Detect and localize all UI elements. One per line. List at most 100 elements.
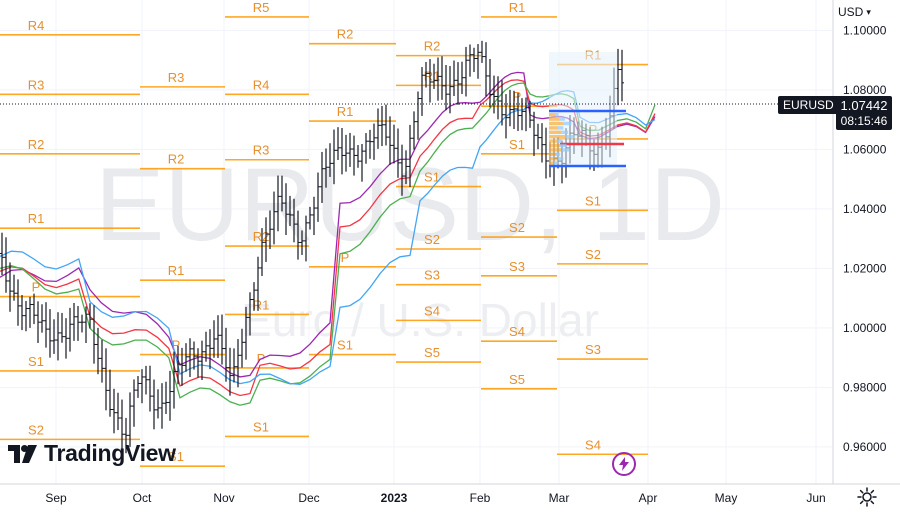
time-tick-label: Sep: [45, 491, 67, 505]
volume-profile-bar: [549, 135, 565, 139]
pivot-label: S1: [337, 338, 353, 353]
price-bars: [0, 40, 624, 454]
bar-countdown: 08:15:46: [840, 114, 888, 128]
volume-profile-bar: [549, 113, 555, 117]
volume-profile-bar: [549, 117, 559, 121]
time-tick-label: Dec: [298, 491, 319, 505]
grid: [0, 0, 832, 484]
pivot-label: R4: [28, 18, 45, 33]
pivot-label: R1: [509, 0, 526, 15]
volume-profile-bar: [557, 139, 562, 143]
time-tick-label: Feb: [470, 491, 491, 505]
pivot-label: S2: [509, 220, 525, 235]
pivot-label: R2: [253, 229, 270, 244]
volume-profile-bar: [549, 148, 562, 152]
pivot-label: S1: [585, 193, 601, 208]
price-tick-label: 1.10000: [843, 23, 887, 37]
range-overlay: [549, 52, 626, 168]
currency-label: USD: [838, 5, 864, 19]
logo-text: TradingView: [44, 440, 176, 466]
pivot-label: P: [172, 338, 181, 353]
price-tick-label: 1.02000: [843, 261, 887, 275]
price-tick-label: 1.04000: [843, 202, 887, 216]
volume-profile-bar: [549, 130, 561, 134]
price-tick-label: 1.00000: [843, 321, 887, 335]
volume-profile-bar: [559, 117, 565, 121]
pivot-label: R1: [337, 104, 354, 119]
last-price-value: 1.07442: [840, 98, 888, 113]
volume-profile-bar: [562, 148, 570, 152]
pivot-label: R1: [168, 263, 185, 278]
pivot-label: S1: [424, 170, 440, 185]
pivot-label: S1: [28, 354, 44, 369]
volume-profile-bar: [563, 121, 572, 126]
pivot-label: R2: [28, 137, 45, 152]
volume-profile-bar: [565, 135, 575, 139]
volume-profile-bar: [549, 121, 563, 126]
pivot-label: S1: [168, 449, 184, 464]
volume-profile-bar: [561, 130, 569, 134]
pivot-label: P: [341, 250, 350, 265]
price-tick-label: 1.08000: [843, 83, 887, 97]
price-tick-label: 0.96000: [843, 440, 887, 454]
currency-dropdown[interactable]: USD ▾: [838, 5, 871, 19]
pivot-label: S3: [424, 268, 440, 283]
volume-profile-bar: [549, 126, 558, 130]
gear-icon[interactable]: [856, 486, 878, 508]
pivot-label: S3: [509, 259, 525, 274]
time-tick-label: Oct: [133, 491, 152, 505]
pivot-label: R2: [168, 152, 185, 167]
pivot-label: R5: [253, 0, 270, 15]
time-tick-label: Jun: [806, 491, 825, 505]
time-tick-label: Nov: [213, 491, 234, 505]
time-tick-label: Apr: [639, 491, 658, 505]
volume-profile-bar: [560, 143, 567, 148]
pivot-label: R2: [424, 39, 441, 54]
flash-icon[interactable]: [612, 452, 636, 476]
volume-profile-bar: [549, 143, 560, 148]
volume-profile-bar: [549, 161, 554, 165]
pivot-label: S1: [509, 137, 525, 152]
tradingview-logo-icon: [8, 444, 37, 463]
pivot-label: R3: [168, 70, 185, 85]
volume-profile-bar: [556, 152, 561, 156]
pivot-label: R3: [253, 143, 270, 158]
pivot-label: R1: [28, 211, 45, 226]
price-tick-label: 0.98000: [843, 380, 887, 394]
price-axis[interactable]: 1.10000 1.08000 1.06000 1.04000 1.02000 1.000…: [843, 23, 887, 453]
pivot-label: S5: [424, 345, 440, 360]
pivot-label: R3: [28, 77, 45, 92]
time-tick-label: 2023: [381, 491, 408, 505]
pivot-label: P: [513, 89, 522, 104]
pivot-label: S4: [424, 303, 440, 318]
pivot-label: S1: [253, 419, 269, 434]
volume-profile-bar: [558, 126, 564, 130]
pivot-label: R1: [253, 297, 270, 312]
pivot-label: S4: [509, 324, 525, 339]
volume-profile-bar: [549, 139, 557, 143]
time-tick-label: May: [715, 491, 738, 505]
pivot-label: S4: [585, 437, 601, 452]
volume-profile-bar: [555, 113, 559, 117]
pivot-label: S2: [424, 232, 440, 247]
pivot-label: S2: [28, 422, 44, 437]
price-tick-label: 1.06000: [843, 142, 887, 156]
pivot-label: S2: [585, 247, 601, 262]
volume-profile-bar: [549, 152, 556, 156]
time-axis[interactable]: Sep Oct Nov Dec 2023 Feb Mar Apr May Jun: [45, 491, 825, 505]
volume-profile-bar: [549, 157, 558, 161]
volume-profile-bar: [554, 161, 557, 165]
pivot-label: S3: [585, 342, 601, 357]
time-tick-label: Mar: [549, 491, 570, 505]
pivot-label: R2: [337, 27, 354, 42]
pivot-label: S5: [509, 372, 525, 387]
volume-profile-bar: [558, 157, 564, 161]
pivot-label: R1: [424, 68, 441, 83]
tradingview-logo[interactable]: TradingView: [8, 440, 176, 467]
symbol-badge: EURUSD: [778, 96, 839, 114]
pivot-label: P: [32, 280, 41, 295]
pivot-label: R4: [253, 77, 270, 92]
